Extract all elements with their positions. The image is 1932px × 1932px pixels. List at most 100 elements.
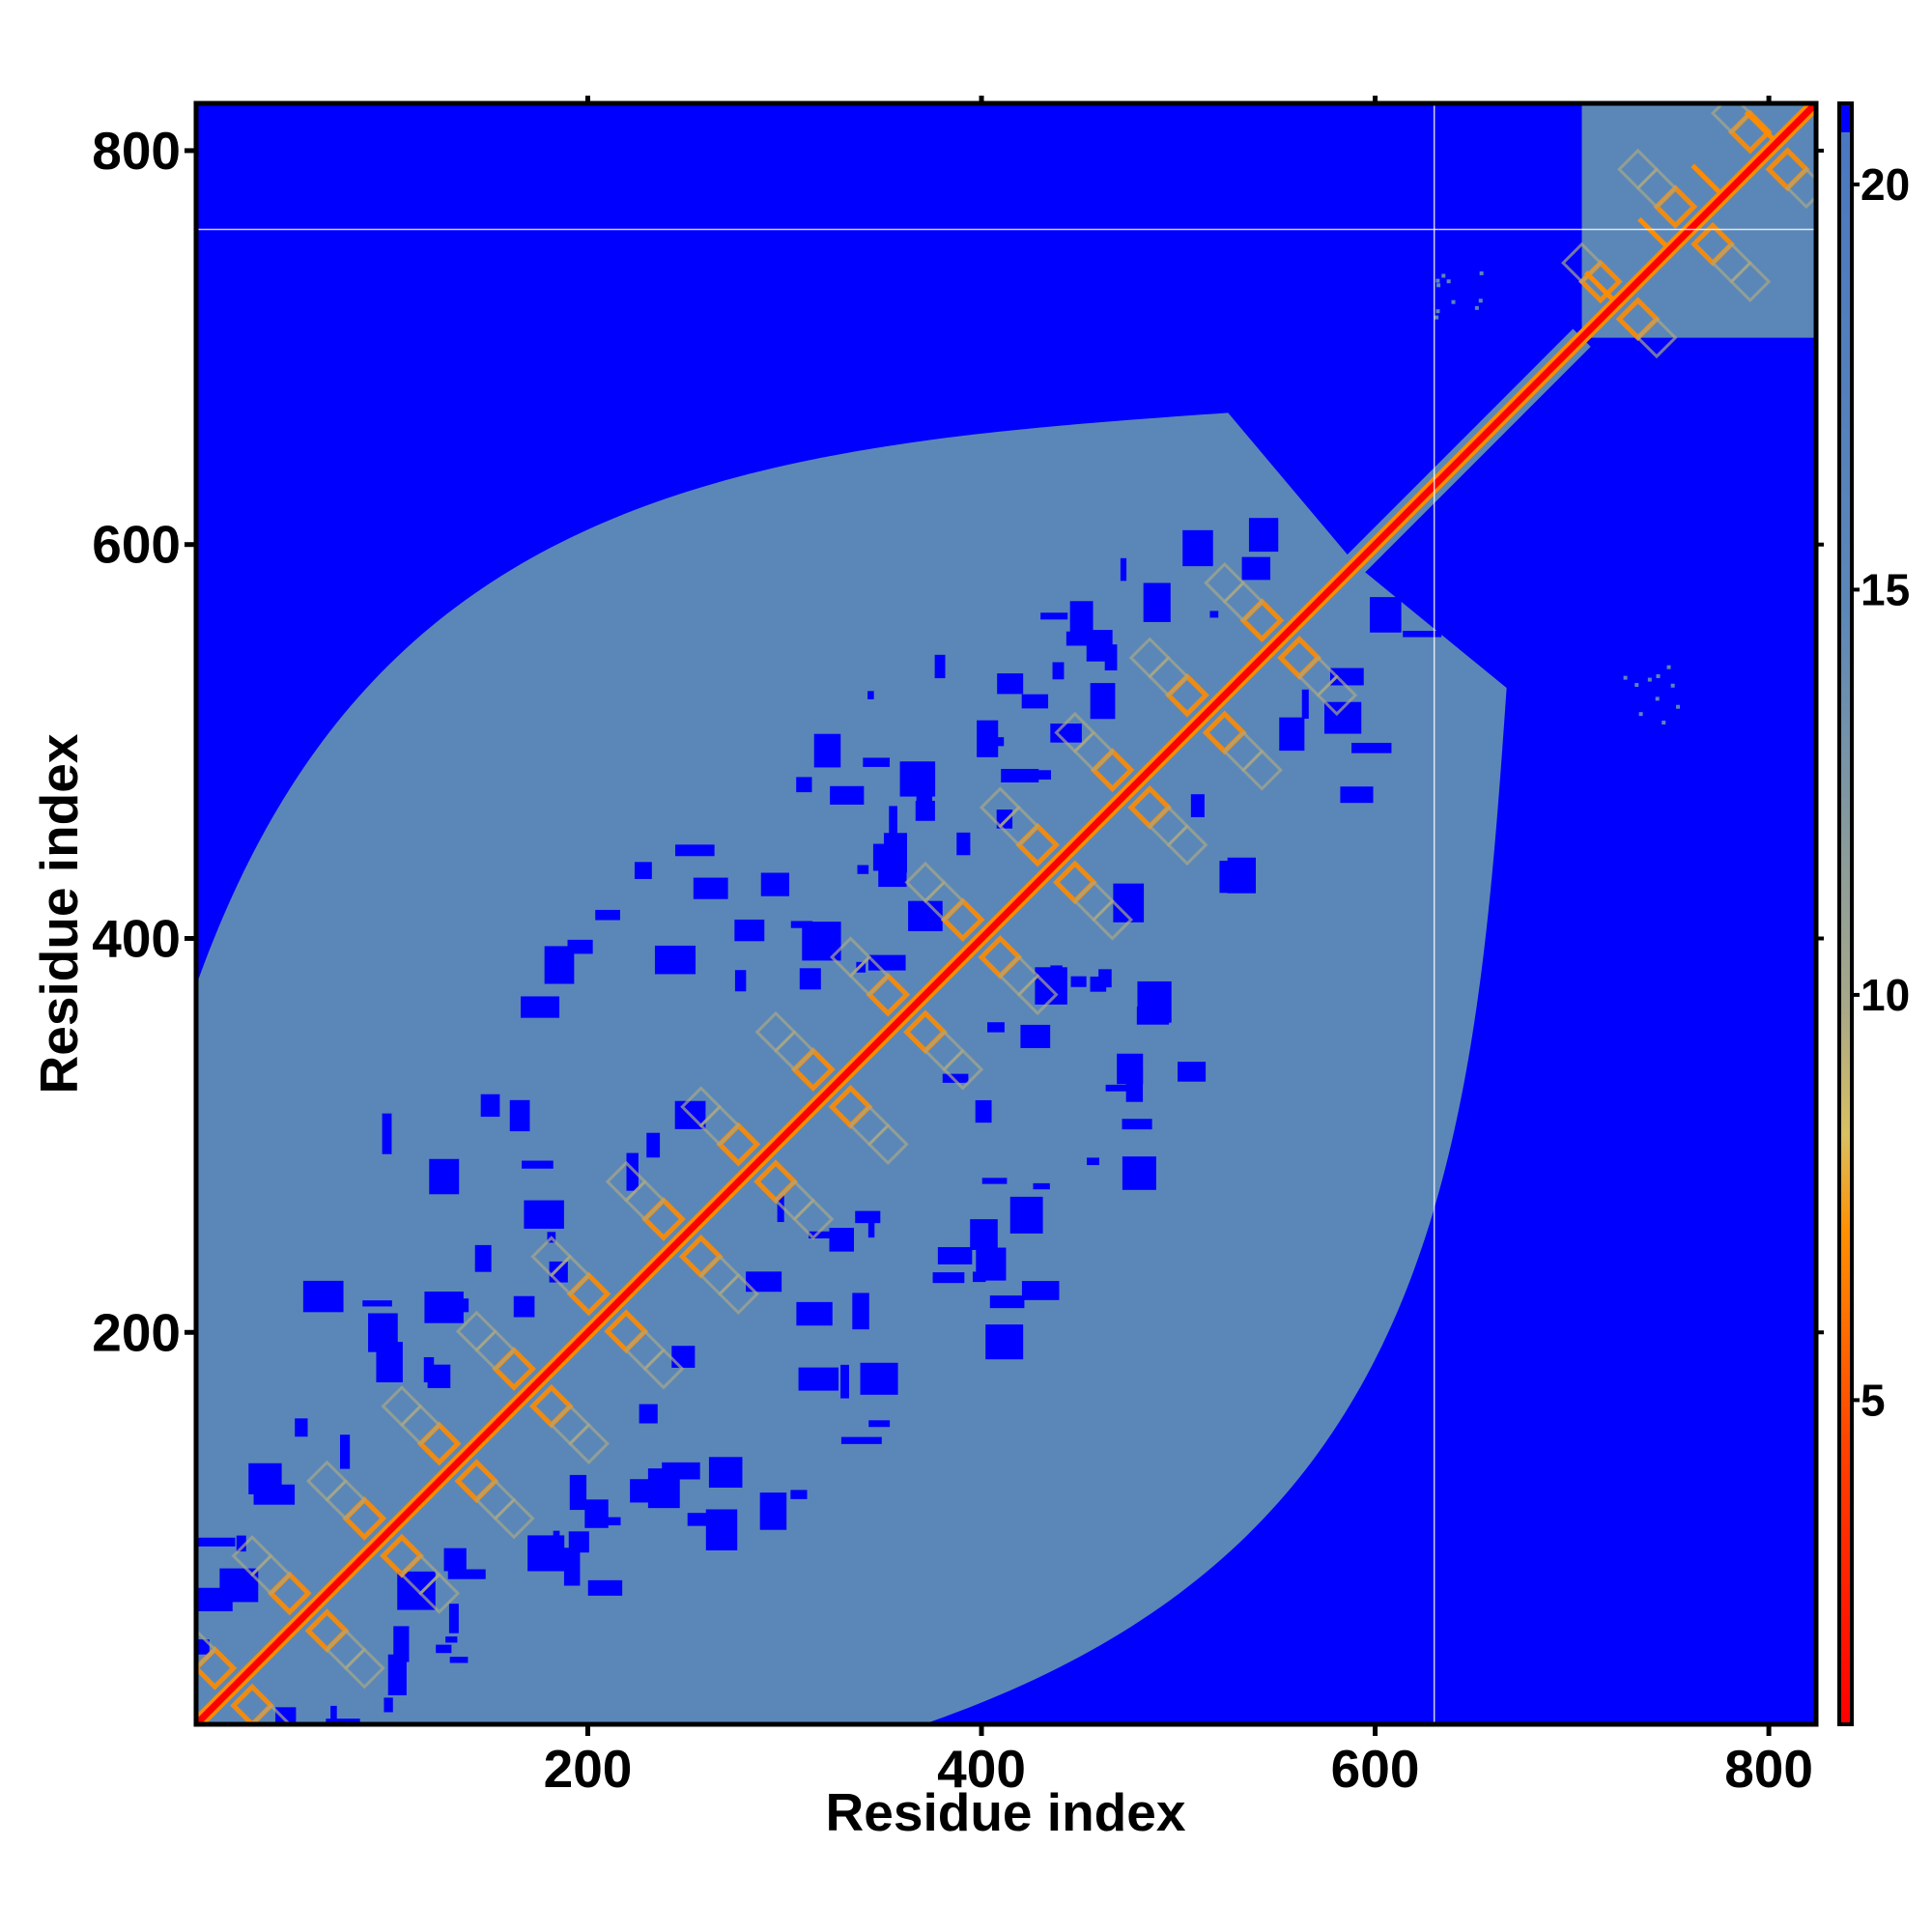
gap-cell xyxy=(981,1178,1008,1184)
plot-frame xyxy=(193,100,1819,1727)
main-motif xyxy=(568,1422,610,1464)
main-motif xyxy=(792,1198,835,1240)
small-motif xyxy=(1785,167,1816,210)
gap-cell xyxy=(867,691,874,699)
gap-cell xyxy=(544,946,575,984)
gap-cell xyxy=(384,1697,393,1713)
y-axis: 200 400 600 800 xyxy=(92,121,196,1362)
gap-cell xyxy=(160,1642,183,1656)
colorbar-tick-label: 20 xyxy=(1861,159,1910,210)
main-motif xyxy=(1128,637,1171,679)
gap-cell xyxy=(934,654,946,679)
gap-cell xyxy=(275,1707,297,1724)
gap-cell xyxy=(236,1535,246,1552)
gap-cell xyxy=(1070,976,1087,987)
gap-cell xyxy=(197,1537,236,1547)
main-motif xyxy=(1166,824,1208,867)
gap-cell xyxy=(872,843,906,871)
gap-cell xyxy=(790,921,813,928)
gap-cell xyxy=(1137,980,1172,1023)
gap-cell xyxy=(382,1113,392,1154)
gap-cell xyxy=(445,1636,458,1643)
main-motif xyxy=(1054,711,1096,753)
gap-cell xyxy=(1403,631,1442,638)
gap-cell xyxy=(915,800,935,821)
gap-cell xyxy=(549,1261,568,1283)
gap-cell xyxy=(1021,1281,1060,1300)
gap-cell xyxy=(956,832,971,856)
y-tick-label: 600 xyxy=(92,515,181,575)
gap-cell xyxy=(708,1457,743,1489)
gap-cell xyxy=(448,1604,459,1634)
gap-cell xyxy=(760,872,790,896)
gap-cell xyxy=(587,1517,621,1526)
isolated-contact xyxy=(1479,270,1484,275)
gap-cell xyxy=(368,1313,398,1352)
gap-cell xyxy=(1178,1062,1207,1082)
gap-cell xyxy=(830,785,865,805)
isolated-contact xyxy=(1666,665,1671,669)
gap-cell xyxy=(568,1531,589,1553)
gap-cell xyxy=(662,1462,700,1480)
gap-cell xyxy=(1090,683,1116,720)
gap-cell xyxy=(798,1367,839,1391)
gap-cell xyxy=(916,773,933,803)
gap-cell xyxy=(1098,969,1112,988)
y-axis-title: Residue index xyxy=(29,733,89,1094)
gap-cell xyxy=(1209,611,1219,618)
gap-cell xyxy=(480,1094,500,1118)
isolated-contact xyxy=(1656,673,1661,678)
gap-cell xyxy=(1370,597,1402,633)
colorbar xyxy=(1839,132,1852,1724)
colorbar-max-segment xyxy=(1839,103,1852,132)
gap-cell xyxy=(436,1644,452,1654)
main-motif xyxy=(979,786,1021,829)
gap-cell xyxy=(595,909,620,921)
gap-cell xyxy=(857,865,869,874)
main-motif xyxy=(381,1385,423,1428)
gap-cell xyxy=(1122,1119,1152,1130)
gap-cell xyxy=(424,1292,464,1323)
gap-cell xyxy=(393,1626,410,1662)
x-tick-label: 600 xyxy=(1331,1739,1420,1799)
gap-cell xyxy=(868,1420,891,1428)
gap-cell xyxy=(1340,786,1374,804)
x-tick-label: 200 xyxy=(544,1739,633,1799)
gap-cell xyxy=(1087,1157,1099,1166)
gap-cell xyxy=(639,1404,658,1424)
gap-cell xyxy=(163,1631,176,1662)
small-motif xyxy=(1561,242,1604,284)
main-motif xyxy=(196,1629,217,1671)
gap-cell xyxy=(1190,794,1205,817)
gap-cell xyxy=(196,1639,210,1655)
y-tick-label: 200 xyxy=(92,1302,181,1362)
gap-cell xyxy=(553,1530,560,1547)
gap-cell xyxy=(299,1732,308,1747)
gap-cell xyxy=(932,1272,965,1284)
x-tick-label: 800 xyxy=(1724,1739,1813,1799)
isolated-contact xyxy=(1478,298,1483,303)
main-motif xyxy=(455,1310,497,1352)
isolated-contact xyxy=(1441,273,1446,278)
main-motif xyxy=(1092,898,1134,941)
gap-cell xyxy=(1122,1156,1156,1190)
gap-cell xyxy=(1050,724,1082,743)
gap-cell xyxy=(687,1513,711,1526)
gap-cell xyxy=(671,1346,696,1368)
gap-cell xyxy=(777,1195,784,1223)
gap-cell xyxy=(1351,742,1392,753)
main-motif xyxy=(1240,749,1283,791)
gap-cell xyxy=(443,1548,467,1572)
gap-cell xyxy=(860,1362,898,1395)
gap-cell xyxy=(675,844,715,857)
main-motif xyxy=(754,1010,797,1053)
main-motif xyxy=(904,861,947,903)
main-motif xyxy=(493,1497,535,1540)
heatmap-cells xyxy=(160,103,1816,1747)
gap-cell xyxy=(746,1271,782,1293)
small-motif xyxy=(1635,317,1678,359)
x-axis: 200 400 600 800 xyxy=(544,96,1813,1799)
main-motif xyxy=(231,1535,273,1577)
gap-cell xyxy=(997,673,1024,695)
main-motif xyxy=(1316,674,1358,717)
